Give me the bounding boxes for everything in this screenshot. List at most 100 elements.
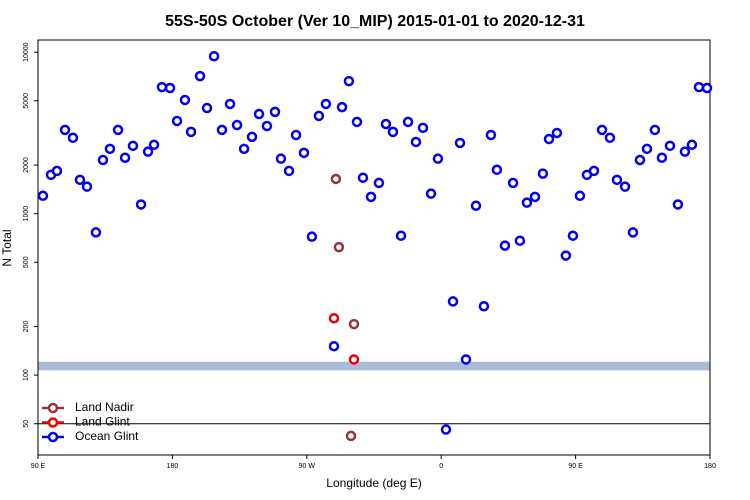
y-tick-label: 100 [23, 369, 30, 381]
data-point [90, 227, 102, 238]
data-point [37, 190, 49, 202]
band [38, 361, 710, 371]
data-point [142, 146, 154, 157]
data-point [179, 94, 191, 106]
data-point [97, 154, 109, 166]
y-tick-label: 2000 [23, 157, 30, 173]
data-point [672, 199, 684, 210]
data-point [67, 132, 79, 144]
data-point [224, 98, 236, 110]
data-point [253, 108, 265, 120]
legend-label: Ocean Glint [75, 429, 139, 443]
x-axis-label: Longitude (deg E) [326, 476, 421, 490]
data-point [567, 230, 579, 241]
data-point [238, 143, 250, 155]
data-point [306, 231, 318, 242]
data-point [171, 115, 183, 127]
data-point [208, 50, 220, 62]
data-point [596, 124, 608, 136]
data-point [478, 300, 490, 312]
data-point [537, 168, 549, 179]
data-point [313, 110, 325, 122]
data-point [402, 116, 414, 128]
data-point [343, 75, 355, 87]
data-point [290, 129, 302, 141]
data-point [679, 146, 691, 157]
data-point [664, 140, 676, 152]
legend-marker [47, 417, 59, 428]
data-point [686, 139, 698, 151]
data-point [514, 235, 526, 246]
data-point [336, 101, 348, 113]
data-point [454, 137, 466, 149]
data-point [410, 136, 422, 148]
data-point [395, 230, 407, 241]
data-point [417, 122, 429, 134]
chart-title: 55S-50S October (Ver 10_MIP) 2015-01-01 … [165, 13, 585, 30]
data-point [328, 340, 340, 352]
data-point [269, 106, 281, 118]
data-point [560, 250, 572, 261]
data-point [112, 124, 124, 136]
data-point [164, 82, 176, 94]
data-point [328, 312, 340, 324]
data-point [574, 190, 586, 202]
data-point [74, 174, 86, 186]
data-point [348, 318, 360, 330]
data-point [373, 177, 385, 189]
data-point [380, 118, 392, 130]
data-point [499, 240, 511, 251]
data-point [611, 174, 623, 186]
y-tick-label: 10000 [23, 42, 30, 62]
y-tick-label: 5000 [23, 93, 30, 109]
data-point [470, 200, 482, 211]
data-point [246, 131, 258, 143]
data-point [231, 119, 243, 131]
data-point [185, 126, 197, 138]
data-point [216, 124, 228, 136]
data-point [425, 188, 437, 199]
data-point [275, 153, 287, 164]
legend-marker [47, 431, 59, 443]
data-point [447, 296, 459, 307]
y-tick-label: 500 [23, 256, 30, 268]
data-point [485, 129, 497, 141]
data-point [619, 181, 631, 192]
data-point [460, 354, 472, 365]
legend-label: Land Glint [75, 415, 130, 429]
data-point [357, 172, 369, 183]
data-point [201, 102, 213, 114]
x-tick-label: 90 E [31, 463, 46, 470]
data-point [104, 143, 116, 155]
data-point [320, 98, 332, 110]
data-point [387, 126, 399, 138]
data-point [345, 430, 357, 442]
x-tick-label: 90 E [568, 463, 583, 470]
data-point [551, 127, 563, 139]
data-point [261, 120, 273, 132]
x-tick-label: 180 [167, 463, 179, 470]
data-point [634, 154, 646, 166]
data-point [156, 81, 168, 93]
data-point [529, 191, 541, 203]
data-point [432, 153, 444, 164]
data-point [119, 152, 131, 163]
data-point [521, 197, 533, 208]
data-point [588, 165, 600, 177]
data-point [127, 140, 139, 152]
data-point [298, 147, 310, 159]
data-point [649, 124, 661, 136]
data-point [330, 173, 342, 185]
x-tick-label: 0 [439, 463, 443, 470]
x-tick-label: 180 [704, 463, 716, 470]
data-point [333, 241, 345, 253]
legend-label: Land Nadir [75, 400, 134, 414]
data-point [641, 143, 653, 155]
data-point [194, 70, 206, 82]
data-point [351, 116, 363, 128]
y-axis-label: N Total [0, 229, 14, 266]
plot-frame [37, 39, 711, 456]
x-tick-label: 90 W [299, 463, 316, 470]
data-point [440, 424, 452, 435]
